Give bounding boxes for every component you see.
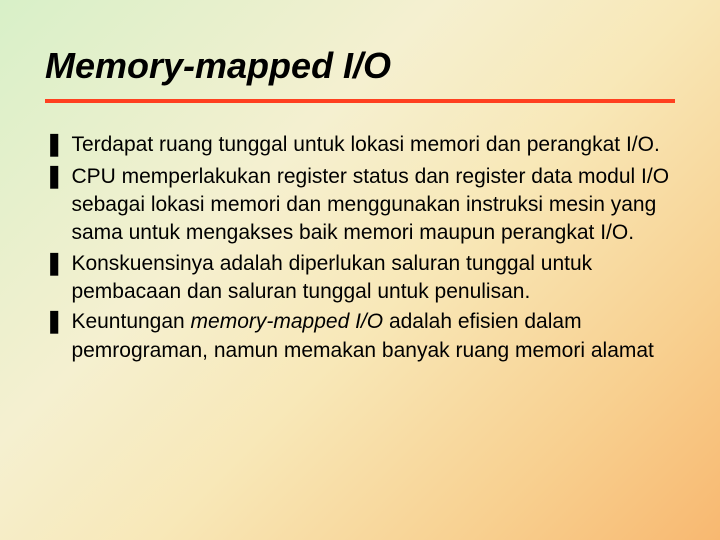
bullet-text: Terdapat ruang tunggal untuk lokasi memo… bbox=[71, 131, 659, 159]
bullet-text: Keuntungan memory-mapped I/O adalah efis… bbox=[71, 308, 675, 365]
bullet-prefix: Keuntungan bbox=[71, 310, 190, 333]
list-item: ❚ CPU memperlakukan register status dan … bbox=[45, 163, 675, 248]
list-item: ❚ Keuntungan memory-mapped I/O adalah ef… bbox=[45, 308, 675, 365]
list-item: ❚ Terdapat ruang tunggal untuk lokasi me… bbox=[45, 131, 675, 161]
bullet-marker-icon: ❚ bbox=[45, 248, 63, 278]
bullet-italic-term: memory-mapped I/O bbox=[191, 310, 384, 333]
slide-title: Memory-mapped I/O bbox=[45, 45, 675, 87]
bullet-list: ❚ Terdapat ruang tunggal untuk lokasi me… bbox=[45, 131, 675, 365]
bullet-text: Konskuensinya adalah diperlukan saluran … bbox=[71, 250, 675, 307]
bullet-marker-icon: ❚ bbox=[45, 306, 63, 336]
slide-container: Memory-mapped I/O ❚ Terdapat ruang tungg… bbox=[0, 0, 720, 540]
bullet-marker-icon: ❚ bbox=[45, 161, 63, 191]
title-divider bbox=[45, 99, 675, 103]
list-item: ❚ Konskuensinya adalah diperlukan salura… bbox=[45, 250, 675, 307]
bullet-text: CPU memperlakukan register status dan re… bbox=[71, 163, 675, 248]
bullet-marker-icon: ❚ bbox=[45, 129, 63, 159]
